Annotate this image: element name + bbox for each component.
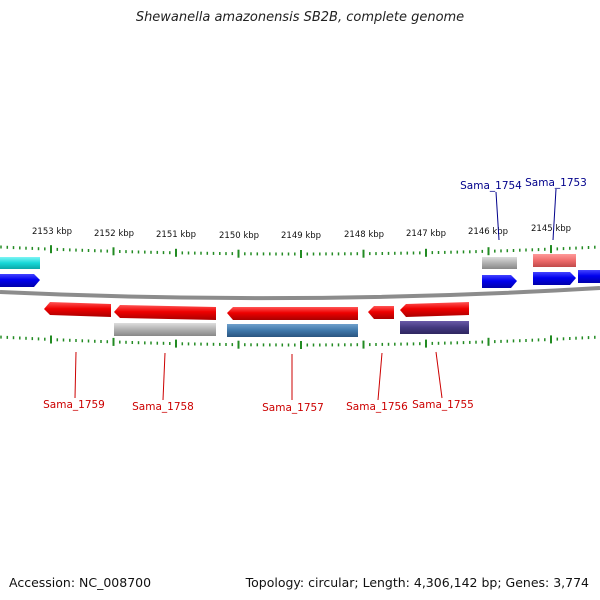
scale-ticks-lower [0,335,596,349]
gene-label-sama-1754[interactable]: Sama_1754 [460,180,522,192]
gene-feature[interactable] [227,324,358,337]
gene-arrow[interactable] [368,306,394,319]
gene-arrow[interactable] [482,275,517,288]
gene-feature[interactable] [0,257,40,269]
genome-title: Shewanella amazonensis SB2B, complete ge… [135,10,465,25]
gene-arrow[interactable] [400,302,469,317]
scale-label: 2149 kbp [281,231,321,241]
gene-label-sama-1755[interactable]: Sama_1755 [412,399,474,411]
scale-ticks-upper [0,245,596,258]
gene-arrow[interactable] [114,305,216,320]
scale-label: 2145 kbp [531,224,571,234]
gene-arrow[interactable] [578,270,600,283]
scale-label: 2148 kbp [344,230,384,240]
scale-label: 2152 kbp [94,229,134,239]
gene-label-sama-1758[interactable]: Sama_1758 [132,401,194,413]
gene-arrow[interactable] [0,274,40,287]
gene-label-sama-1756[interactable]: Sama_1756 [346,401,408,413]
gene-arrow[interactable] [533,272,576,285]
gene-label-leaders [74,188,557,401]
gene-arrow[interactable] [44,302,111,317]
scale-label: 2146 kbp [468,227,508,237]
gene-feature[interactable] [400,321,469,334]
scale-label: 2150 kbp [219,231,259,241]
gene-labels: Sama_1759 Sama_1758 Sama_1757 Sama_1756 … [43,177,587,414]
scale-label: 2153 kbp [32,227,72,237]
scale-label: 2151 kbp [156,230,196,240]
gene-arrow[interactable] [227,307,358,320]
gene-label-sama-1757[interactable]: Sama_1757 [262,402,324,414]
reverse-strand [44,302,469,337]
scale-labels: 2153 kbp 2152 kbp 2151 kbp 2150 kbp 2149… [32,224,571,241]
gene-label-sama-1753[interactable]: Sama_1753 [525,177,587,189]
gene-label-sama-1759[interactable]: Sama_1759 [43,399,105,411]
topology-text: Topology: circular; Length: 4,306,142 bp… [245,575,589,590]
scale-label: 2147 kbp [406,229,446,239]
gene-feature[interactable] [114,323,216,336]
gene-feature[interactable] [533,254,576,267]
gene-feature[interactable] [482,257,517,269]
forward-strand [0,254,600,288]
accession-text: Accession: NC_008700 [9,575,152,590]
genome-backbone [0,286,600,301]
